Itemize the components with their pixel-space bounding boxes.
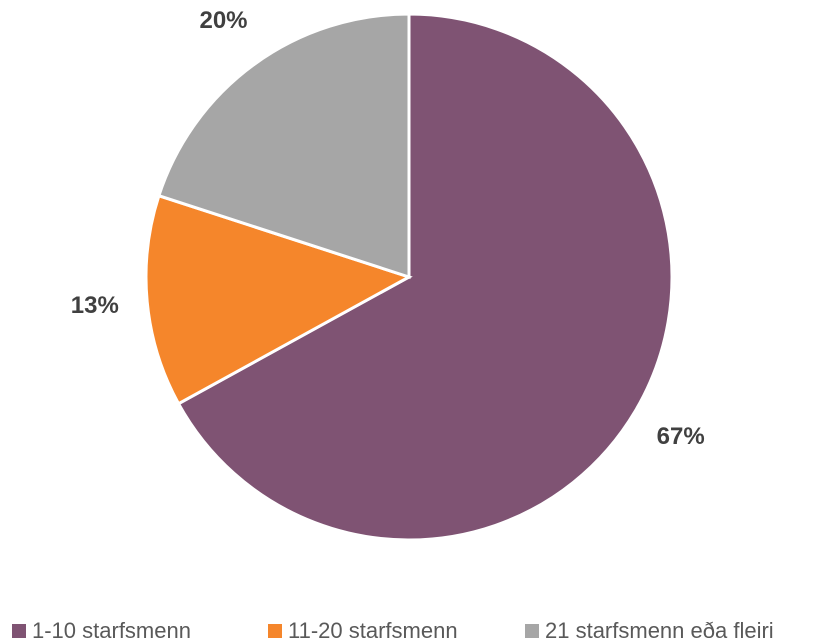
data-label: 13% — [71, 292, 119, 319]
pie-slice — [156, 12, 411, 280]
pie-slice — [144, 193, 413, 406]
legend-label: 21 starfsmenn eða fleiri — [545, 618, 774, 643]
pie-slice — [176, 12, 674, 542]
legend-swatch — [268, 624, 282, 638]
legend-swatch — [525, 624, 539, 638]
data-label: 20% — [199, 7, 247, 34]
legend-swatch — [12, 624, 26, 638]
data-label: 67% — [657, 423, 705, 450]
legend-label: 11-20 starfsmenn — [288, 618, 458, 643]
legend-label: 1-10 starfsmenn — [32, 618, 191, 643]
